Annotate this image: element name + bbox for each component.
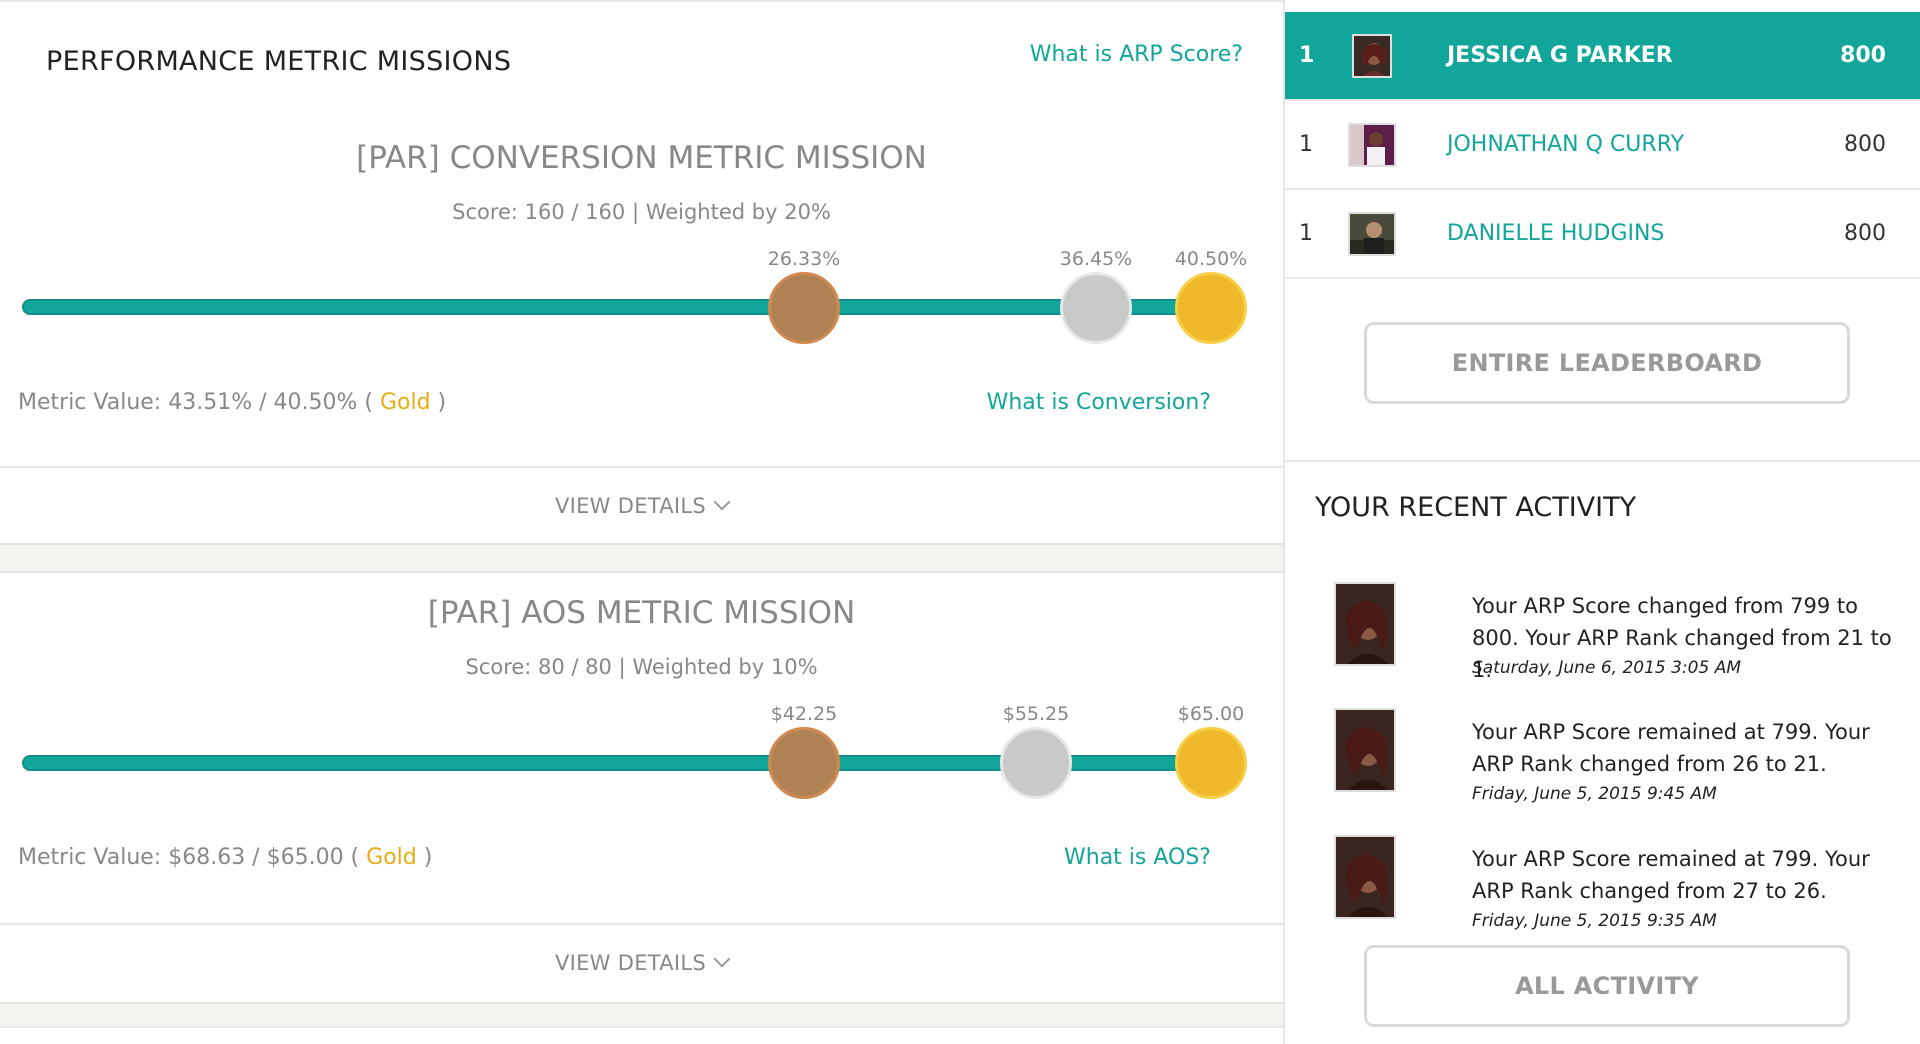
conversion-help-link[interactable]: What is Conversion? (986, 390, 1211, 415)
gold-medal-icon (1175, 727, 1247, 799)
missions-column: PERFORMANCE METRIC MISSIONS What is ARP … (0, 0, 1283, 1044)
bronze-threshold-label: 26.33% (767, 248, 841, 270)
activity-text: Your ARP Score changed from 799 to 800. … (1472, 594, 1892, 682)
silver-threshold-label: $55.25 (1002, 703, 1070, 725)
leaderboard-row[interactable]: 1 DANIELLE HUDGINS 800 (1285, 190, 1920, 279)
divider (1285, 460, 1920, 462)
view-details-button[interactable]: VIEW DETAILS (0, 923, 1283, 1001)
avatar (1352, 34, 1392, 78)
leaderboard-rank: 1 (1299, 221, 1313, 246)
metric-level: Gold (379, 390, 431, 415)
leaderboard-panel: 1 JESSICA G PARKER 800 1 JOHNATHAN Q CUR… (1283, 0, 1920, 1044)
avatar (1334, 708, 1396, 792)
recent-activity-title: YOUR RECENT ACTIVITY (1315, 492, 1637, 523)
leaderboard-row[interactable]: 1 JOHNATHAN Q CURRY 800 (1285, 101, 1920, 190)
avatar (1348, 123, 1396, 167)
bronze-medal-icon (768, 727, 840, 799)
gold-medal-icon (1175, 272, 1247, 344)
silver-medal-icon (1060, 272, 1132, 344)
metric-value: Metric Value: 43.51% / 40.50% ( Gold ) (18, 390, 447, 415)
mission-score: Score: 160 / 160 | Weighted by 20% (452, 200, 831, 224)
all-activity-button[interactable]: ALL ACTIVITY (1364, 945, 1850, 1027)
metric-missions-card: PERFORMANCE METRIC MISSIONS What is ARP … (0, 0, 1283, 545)
mission-score: Score: 80 / 80 | Weighted by 10% (465, 655, 818, 679)
leaderboard-rank: 1 (1299, 132, 1313, 157)
arp-score-help-link[interactable]: What is ARP Score? (1029, 42, 1243, 67)
activity-date: Saturday, June 6, 2015 3:05 AM (1472, 658, 1741, 678)
activity-text: Your ARP Score remained at 799. Your ARP… (1472, 720, 1870, 776)
gold-threshold-label: $65.00 (1177, 703, 1245, 725)
metric-value: Metric Value: $68.63 / $65.00 ( Gold ) (18, 845, 433, 870)
gold-threshold-label: 40.50% (1174, 248, 1248, 270)
activity-item: Your ARP Score changed from 799 to 800. … (1285, 582, 1920, 692)
chevron-down-icon (713, 493, 731, 511)
bronze-threshold-label: $42.25 (770, 703, 838, 725)
silver-medal-icon (1000, 727, 1072, 799)
avatar (1334, 835, 1396, 919)
chevron-down-icon (713, 950, 731, 968)
avatar (1348, 212, 1396, 256)
leaderboard-name[interactable]: JESSICA G PARKER (1447, 43, 1673, 68)
entire-leaderboard-button[interactable]: ENTIRE LEADERBOARD (1364, 322, 1850, 404)
mission-title: [PAR] CONVERSION METRIC MISSION (356, 140, 927, 176)
leaderboard-score: 800 (1844, 132, 1886, 157)
bronze-medal-icon (768, 272, 840, 344)
metric-mission-card: [PAR] AOS METRIC MISSION Score: 80 / 80 … (0, 571, 1283, 1004)
mission-title: [PAR] AOS METRIC MISSION (427, 595, 856, 631)
aos-help-link[interactable]: What is AOS? (1064, 845, 1211, 870)
leaderboard-name[interactable]: JOHNATHAN Q CURRY (1447, 132, 1685, 157)
view-details-label: VIEW DETAILS (554, 951, 707, 975)
leaderboard-score: 800 (1844, 221, 1886, 246)
leaderboard-row-current-user[interactable]: 1 JESSICA G PARKER 800 (1285, 12, 1920, 101)
next-card-edge (0, 1026, 1283, 1044)
leaderboard-name[interactable]: DANIELLE HUDGINS (1447, 221, 1665, 246)
leaderboard-rank: 1 (1299, 43, 1315, 68)
view-details-button[interactable]: VIEW DETAILS (0, 466, 1283, 544)
activity-item: Your ARP Score remained at 799. Your ARP… (1285, 835, 1920, 945)
activity-item: Your ARP Score remained at 799. Your ARP… (1285, 708, 1920, 818)
activity-text: Your ARP Score remained at 799. Your ARP… (1472, 847, 1870, 903)
activity-date: Friday, June 5, 2015 9:45 AM (1472, 784, 1717, 804)
silver-threshold-label: 36.45% (1059, 248, 1133, 270)
avatar (1334, 582, 1396, 666)
leaderboard-score: 800 (1840, 43, 1886, 68)
view-details-label: VIEW DETAILS (554, 494, 707, 518)
activity-date: Friday, June 5, 2015 9:35 AM (1472, 911, 1717, 931)
metric-level: Gold (366, 845, 417, 870)
section-title: PERFORMANCE METRIC MISSIONS (46, 46, 512, 77)
